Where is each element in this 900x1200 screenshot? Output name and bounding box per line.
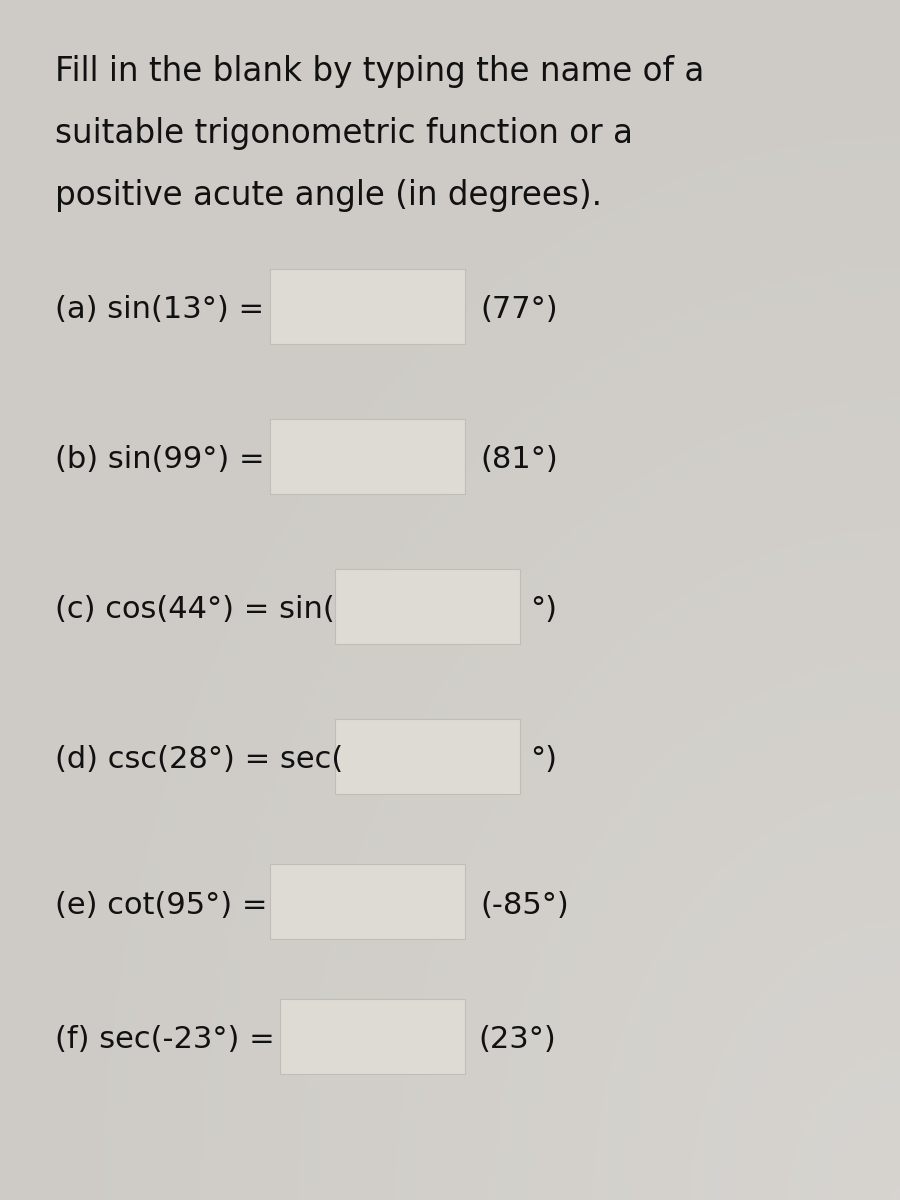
- Text: (e) cot(95°) =: (e) cot(95°) =: [55, 890, 267, 919]
- Text: (23°): (23°): [478, 1026, 556, 1055]
- FancyBboxPatch shape: [270, 419, 465, 493]
- Text: (b) sin(99°) =: (b) sin(99°) =: [55, 445, 265, 474]
- Text: (d) csc(28°) = sec(: (d) csc(28°) = sec(: [55, 745, 343, 774]
- Text: °): °): [530, 595, 557, 624]
- Text: (-85°): (-85°): [480, 890, 569, 919]
- FancyBboxPatch shape: [270, 269, 465, 343]
- Text: (77°): (77°): [480, 295, 558, 324]
- Text: (f) sec(-23°) =: (f) sec(-23°) =: [55, 1026, 274, 1055]
- FancyBboxPatch shape: [280, 998, 465, 1074]
- Text: suitable trigonometric function or a: suitable trigonometric function or a: [55, 116, 633, 150]
- Text: (a) sin(13°) =: (a) sin(13°) =: [55, 295, 264, 324]
- FancyBboxPatch shape: [335, 569, 520, 643]
- Text: Fill in the blank by typing the name of a: Fill in the blank by typing the name of …: [55, 55, 705, 88]
- FancyBboxPatch shape: [270, 864, 465, 938]
- Text: (81°): (81°): [480, 445, 558, 474]
- FancyBboxPatch shape: [335, 719, 520, 793]
- Text: positive acute angle (in degrees).: positive acute angle (in degrees).: [55, 179, 602, 212]
- Text: (c) cos(44°) = sin(: (c) cos(44°) = sin(: [55, 595, 335, 624]
- Text: °): °): [530, 745, 557, 774]
